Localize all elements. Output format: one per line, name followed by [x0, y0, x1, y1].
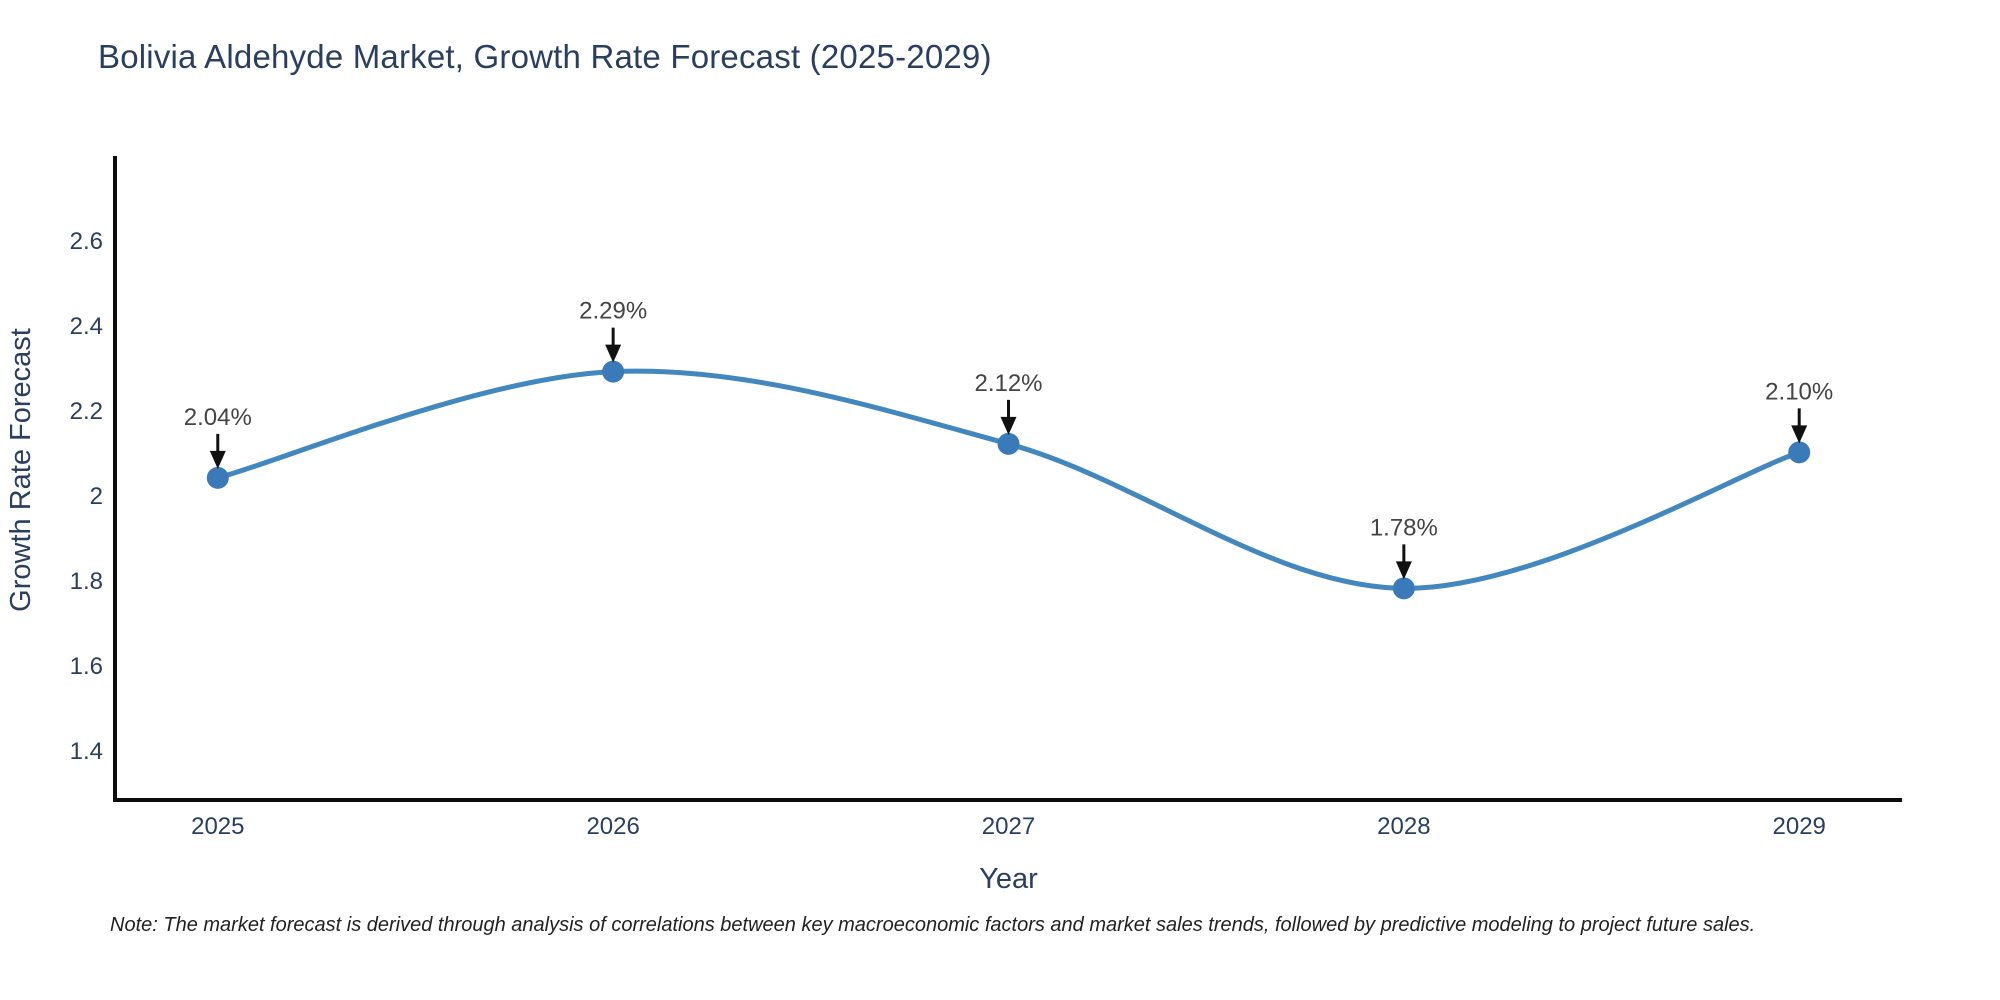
annotation-arrowhead-icon	[1791, 425, 1808, 444]
x-tick-label: 2026	[586, 813, 639, 840]
data-point-marker	[1392, 577, 1415, 600]
y-tick-label: 1.4	[70, 738, 103, 765]
chart-footnote: Note: The market forecast is derived thr…	[110, 914, 1756, 936]
data-point-marker	[997, 432, 1020, 455]
chart-title: Bolivia Aldehyde Market, Growth Rate For…	[98, 38, 992, 75]
point-value-label: 2.04%	[184, 404, 252, 431]
point-value-label: 2.29%	[579, 298, 647, 325]
y-tick-label: 1.8	[70, 568, 103, 595]
data-point-marker	[1788, 441, 1811, 464]
point-value-label: 2.10%	[1765, 378, 1833, 405]
annotation-arrowhead-icon	[1000, 416, 1017, 435]
x-tick-label: 2025	[191, 813, 244, 840]
point-value-label: 2.12%	[974, 370, 1042, 397]
point-value-label: 1.78%	[1370, 514, 1438, 541]
annotation-arrowhead-icon	[605, 344, 622, 363]
y-tick-label: 2.4	[70, 313, 103, 340]
x-tick-label: 2029	[1773, 813, 1826, 840]
y-tick-label: 2.6	[70, 228, 103, 255]
y-tick-label: 1.6	[70, 653, 103, 680]
x-tick-label: 2027	[982, 813, 1035, 840]
x-tick-label: 2028	[1377, 813, 1430, 840]
x-axis-title: Year	[979, 863, 1038, 895]
annotation-arrowhead-icon	[1395, 561, 1412, 580]
y-tick-label: 2.2	[70, 398, 103, 425]
annotation-arrowhead-icon	[209, 450, 226, 469]
data-point-marker	[206, 466, 229, 489]
y-tick-label: 2	[90, 483, 103, 510]
y-axis-title: Growth Rate Forecast	[5, 328, 37, 612]
data-point-marker	[602, 360, 625, 383]
